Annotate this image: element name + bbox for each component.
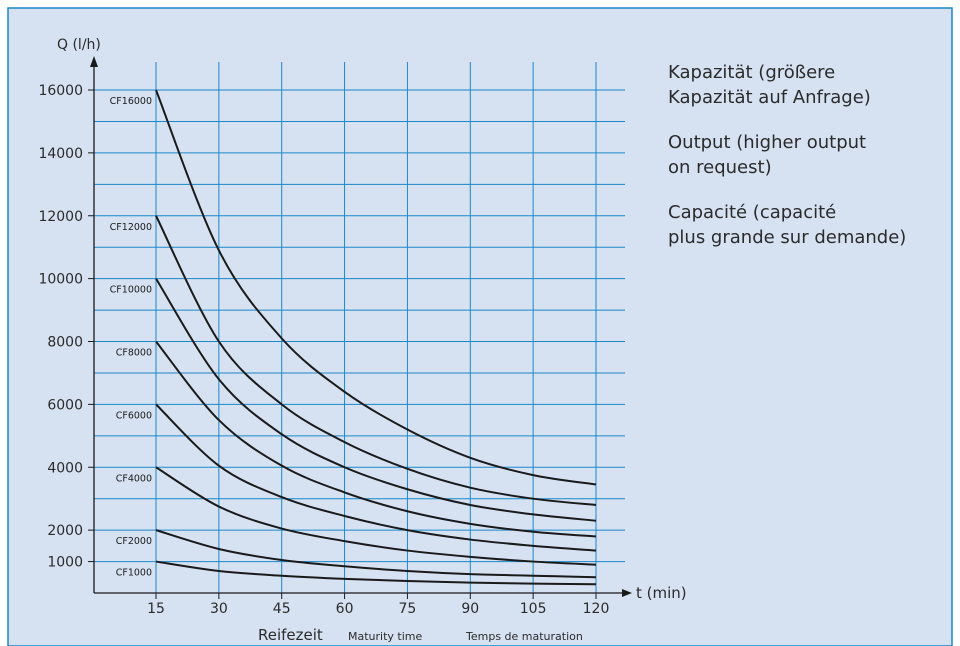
y-tick-label: 1000 (47, 555, 83, 571)
y-tick-label: 4000 (47, 460, 83, 476)
y-axis-label: Q (l/h) (57, 37, 101, 53)
x-sublabel-fr: Temps de maturation (465, 630, 583, 643)
curve-cf1000 (155, 560, 597, 586)
x-tick-label: 105 (520, 601, 547, 617)
x-tick-label: 90 (461, 601, 479, 617)
curve-cf16000 (155, 89, 597, 486)
legend-line: Capacité (capacité (668, 202, 837, 223)
x-tick-label: 60 (336, 601, 354, 617)
series-label-cf8000: CF8000 (116, 348, 152, 359)
x-axis-label: t (min) (636, 584, 687, 602)
legend-line: Kapazität (größere (668, 62, 836, 83)
y-tick-label: 6000 (47, 397, 83, 413)
x-sublabel-de: Reifezeit (258, 626, 323, 644)
capacity-curves (155, 89, 597, 586)
series-label-cf4000: CF4000 (116, 473, 152, 484)
curve-cf10000 (155, 278, 597, 522)
series-label-cf12000: CF12000 (110, 222, 152, 233)
series-label-cf16000: CF16000 (110, 96, 152, 107)
legend-text-de: Kapazität (größere Kapazität auf Anfrage… (668, 60, 871, 110)
curve-cf6000 (155, 403, 597, 552)
axes (88, 56, 632, 599)
series-label-cf2000: CF2000 (116, 536, 152, 547)
legend-text-en: Output (higher output on request) (668, 130, 866, 180)
legend-line: Output (higher output (668, 132, 867, 153)
x-tick-label: 75 (399, 601, 417, 617)
y-tick-label: 8000 (47, 335, 83, 351)
y-tick-label: 14000 (38, 146, 83, 162)
x-tick-label: 30 (210, 601, 228, 617)
curve-cf12000 (155, 215, 597, 506)
y-tick-label: 12000 (38, 209, 83, 225)
legend-text-fr: Capacité (capacité plus grande sur deman… (668, 200, 906, 250)
legend-line: on request) (668, 157, 772, 178)
series-label-cf1000: CF1000 (116, 568, 152, 579)
legend-line: plus grande sur demande) (668, 227, 907, 248)
x-tick-label: 120 (583, 601, 610, 617)
x-sublabel-en: Maturity time (348, 630, 422, 643)
x-axis-arrow (622, 589, 632, 597)
x-tick-label: 45 (273, 601, 291, 617)
y-tick-label: 2000 (47, 523, 83, 539)
series-label-cf6000: CF6000 (116, 410, 152, 421)
y-tick-label: 10000 (38, 272, 83, 288)
y-axis-arrow (90, 56, 98, 67)
grid-lines (94, 62, 625, 593)
curve-cf4000 (155, 466, 597, 566)
curve-cf2000 (155, 529, 597, 579)
series-label-cf10000: CF10000 (110, 285, 152, 296)
tick-labels: 15 30 45 60 75 90 105 120 1000 2000 4000 6000 8000 10… (38, 83, 609, 617)
x-tick-label: 15 (147, 601, 165, 617)
legend-line: Kapazität auf Anfrage) (668, 87, 871, 108)
y-tick-label: 16000 (38, 83, 83, 99)
curve-cf8000 (155, 340, 597, 538)
